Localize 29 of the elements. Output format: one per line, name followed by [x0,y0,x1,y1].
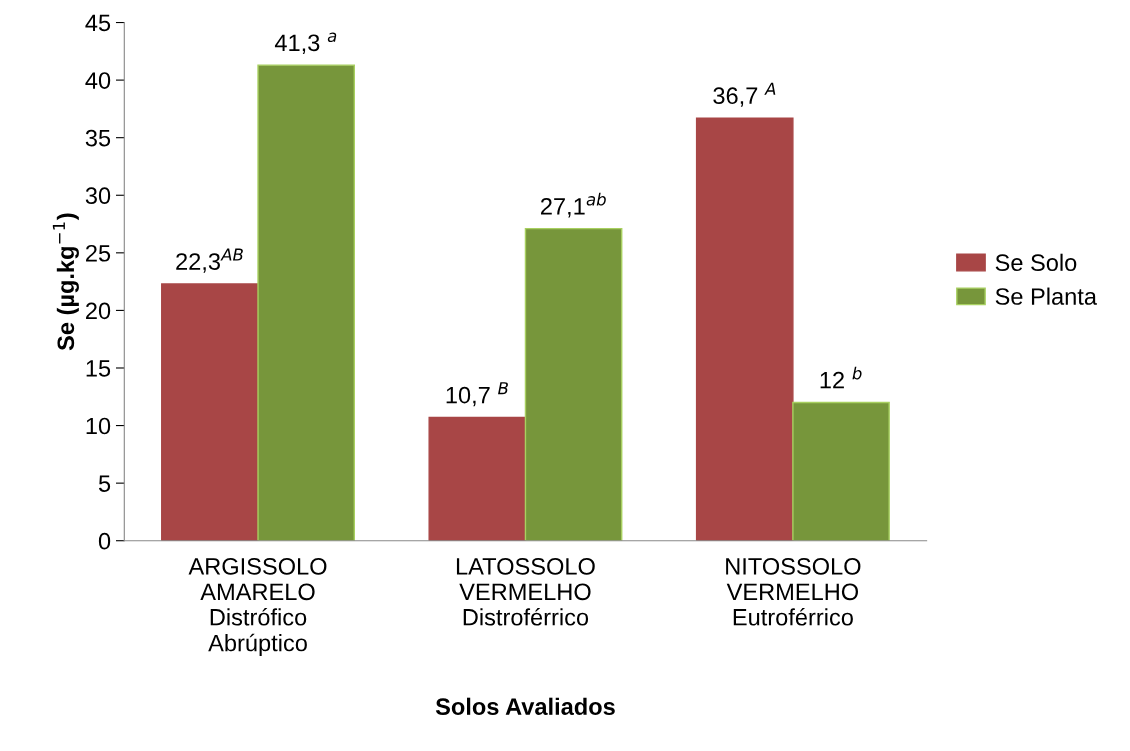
y-tick-label: 15 [86,360,111,377]
y-tick-label: 30 [85,187,111,205]
bar [257,64,355,541]
bar [695,117,794,541]
legend-label: Se Planta [995,287,1097,305]
bar [524,227,623,541]
bar [161,283,259,541]
x-axis-title: Solos Avaliados [435,697,615,716]
data-label: 27,1$^{ab}$ [541,192,606,218]
y-tick-label: 10 [86,417,111,435]
y-tick-label: 0 [98,532,111,550]
x-tick-label: ARGISSOLO AMARELO Distrófico Abrúptico [188,558,327,657]
legend-label: Se Solo [995,253,1077,272]
y-tick-label: 5 [98,475,111,492]
data-label: 22,3$^{AB}$ [176,248,243,273]
y-tick-label: 45 [85,14,111,32]
y-tick-label: 40 [85,72,111,89]
data-label: 41,3 $^{a}$ [274,32,337,54]
y-axis-title: Se (µg.kg$^{−1}$) [52,213,79,351]
y-tick-label: 25 [86,244,111,262]
data-label: 36,7 $^{A}$ [713,82,776,107]
x-tick-label: LATOSSOLO VERMELHO Distroférrico [456,558,595,626]
bar [428,416,527,541]
x-tick-label: NITOSSOLO VERMELHO Eutroférrico [726,558,861,626]
y-tick-label: 20 [86,302,111,320]
data-label: 10,7 $^{B}$ [446,382,508,407]
data-label: 12 $^{b}$ [820,366,862,389]
bar [792,401,890,541]
y-tick-label: 35 [85,129,111,147]
